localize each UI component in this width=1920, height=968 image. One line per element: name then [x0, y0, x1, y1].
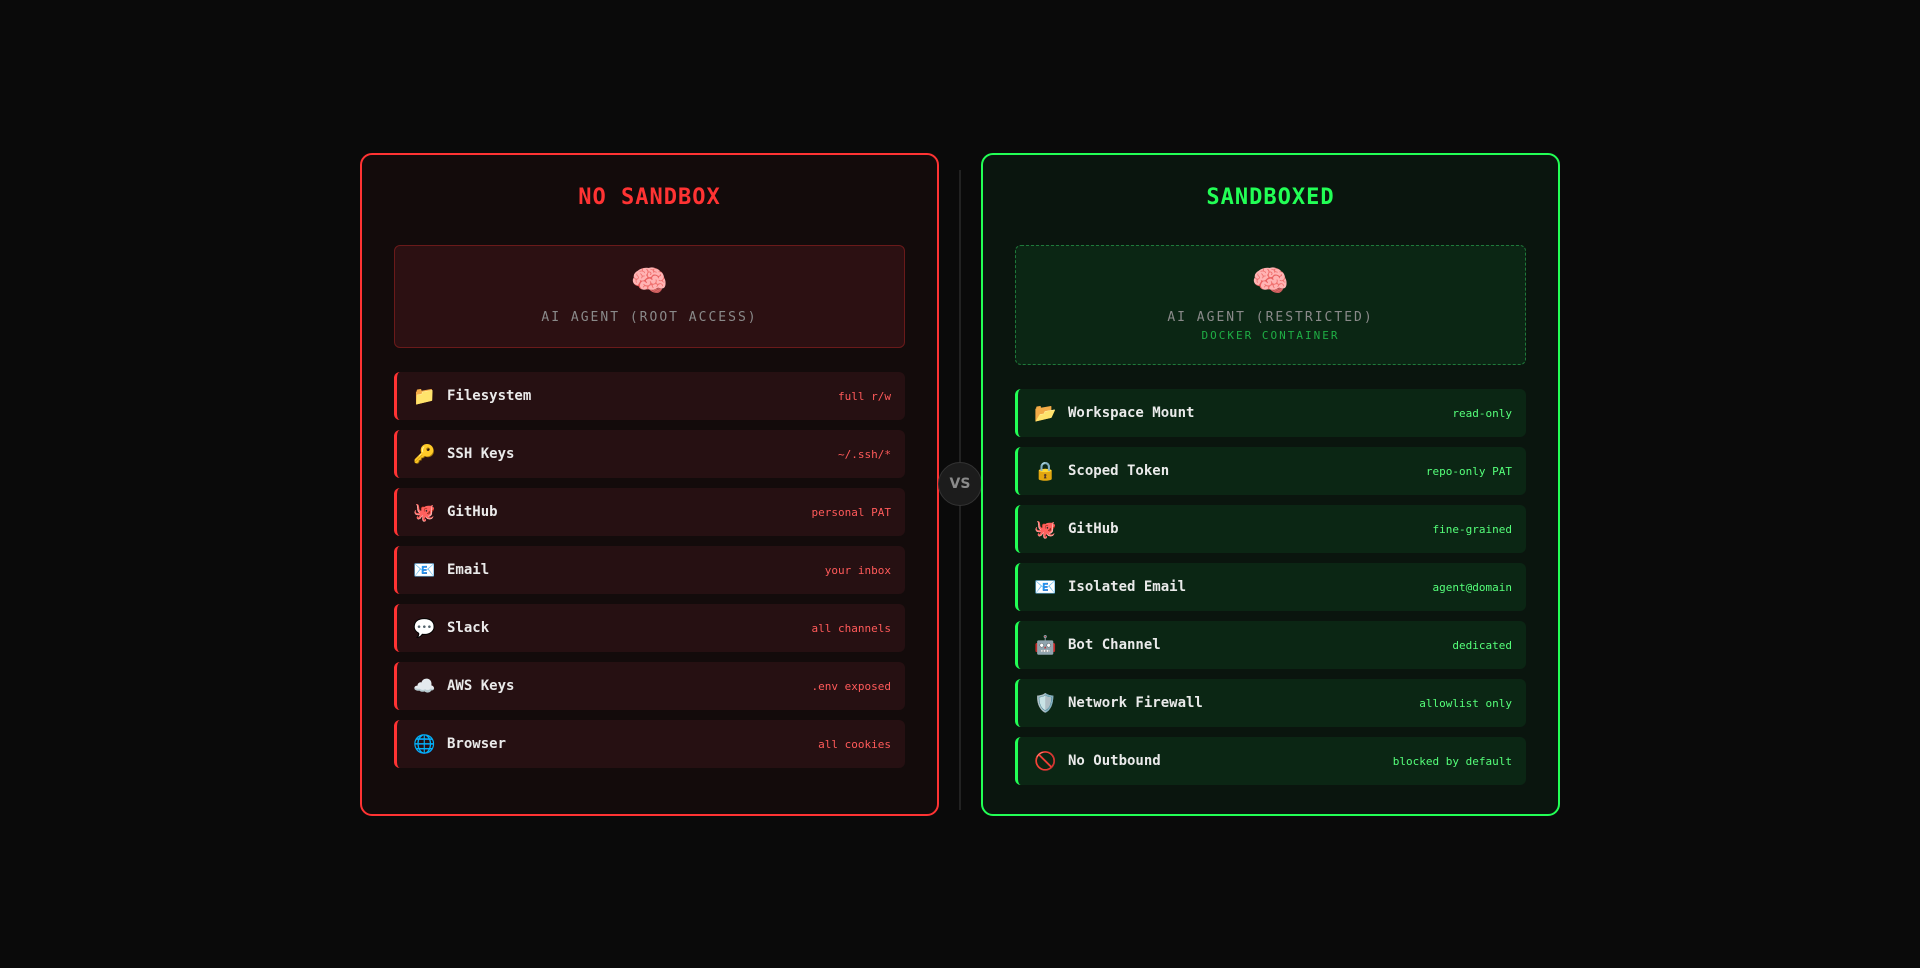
agent-box: 🧠 AI AGENT (RESTRICTED) DOCKER CONTAINER — [1015, 245, 1526, 365]
item-desc: personal PAT — [811, 505, 891, 519]
sandboxed-panel: SANDBOXED 🧠 AI AGENT (RESTRICTED) DOCKER… — [981, 153, 1560, 816]
item-label: Browser — [447, 736, 507, 752]
no-sandbox-panel: NO SANDBOX 🧠 AI AGENT (ROOT ACCESS) 📁 Fil… — [360, 153, 939, 816]
panel-title: SANDBOXED — [1206, 185, 1335, 210]
item-desc: dedicated — [1452, 638, 1512, 652]
item-icon: ☁️ — [413, 675, 436, 697]
item-icon: 🔑 — [413, 443, 436, 465]
panel-title: NO SANDBOX — [578, 185, 721, 210]
agent-sublabel: DOCKER CONTAINER — [1201, 329, 1340, 342]
item-icon: 🛡️ — [1034, 692, 1057, 714]
access-list: 📂 Workspace Mount read-only 🔒 Scoped Token re… — [1015, 389, 1526, 785]
item-icon: 🤖 — [1034, 634, 1057, 656]
item-icon: 🐙 — [1034, 518, 1057, 540]
item-icon: 🚫 — [1034, 750, 1057, 772]
agent-label: AI AGENT (RESTRICTED) — [1167, 310, 1374, 325]
list-item: 📧 Isolated Email agent@domain — [1015, 563, 1526, 611]
agent-box: 🧠 AI AGENT (ROOT ACCESS) — [394, 245, 905, 348]
list-item: 🔒 Scoped Token repo-only PAT — [1015, 447, 1526, 495]
item-label: AWS Keys — [447, 678, 515, 694]
item-icon: 📂 — [1034, 402, 1057, 424]
item-desc: fine-grained — [1432, 522, 1512, 536]
item-label: GitHub — [447, 504, 498, 520]
item-label: Scoped Token — [1068, 463, 1170, 479]
item-desc: full r/w — [838, 389, 891, 403]
item-label: Email — [447, 562, 490, 578]
vs-badge: VS — [938, 462, 982, 506]
item-label: SSH Keys — [447, 446, 515, 462]
list-item: 🐙 GitHub personal PAT — [394, 488, 905, 536]
item-desc: read-only — [1452, 406, 1512, 420]
item-icon: 🔒 — [1034, 460, 1057, 482]
item-desc: your inbox — [824, 563, 891, 577]
item-desc: ~/.ssh/* — [838, 447, 891, 461]
item-icon: 📁 — [413, 385, 436, 407]
item-label: GitHub — [1068, 521, 1119, 537]
item-icon: 💬 — [413, 617, 436, 639]
list-item: 🚫 No Outbound blocked by default — [1015, 737, 1526, 785]
item-desc: repo-only PAT — [1425, 464, 1512, 478]
item-icon: 📧 — [413, 559, 436, 581]
agent-label: AI AGENT (ROOT ACCESS) — [541, 310, 758, 325]
item-icon: 🐙 — [413, 501, 436, 523]
item-label: Isolated Email — [1068, 579, 1187, 595]
item-desc: blocked by default — [1392, 754, 1512, 768]
item-desc: .env exposed — [811, 679, 891, 693]
brain-icon: 🧠 — [630, 264, 669, 299]
item-icon: 📧 — [1034, 576, 1057, 598]
list-item: 🐙 GitHub fine-grained — [1015, 505, 1526, 553]
item-desc: allowlist only — [1419, 696, 1512, 710]
item-desc: all cookies — [818, 737, 891, 751]
brain-icon: 🧠 — [1251, 264, 1290, 299]
item-label: Bot Channel — [1068, 637, 1161, 653]
item-desc: all channels — [811, 621, 891, 635]
list-item: 📧 Email your inbox — [394, 546, 905, 594]
item-label: No Outbound — [1068, 753, 1161, 769]
item-label: Workspace Mount — [1068, 405, 1195, 421]
item-label: Network Firewall — [1068, 695, 1203, 711]
item-icon: 🌐 — [413, 733, 436, 755]
item-label: Slack — [447, 620, 490, 636]
list-item: ☁️ AWS Keys .env exposed — [394, 662, 905, 710]
list-item: 📁 Filesystem full r/w — [394, 372, 905, 420]
list-item: 🛡️ Network Firewall allowlist only — [1015, 679, 1526, 727]
item-label: Filesystem — [447, 388, 532, 404]
item-desc: agent@domain — [1432, 580, 1512, 594]
list-item: 🤖 Bot Channel dedicated — [1015, 621, 1526, 669]
list-item: 📂 Workspace Mount read-only — [1015, 389, 1526, 437]
list-item: 💬 Slack all channels — [394, 604, 905, 652]
list-item: 🔑 SSH Keys ~/.ssh/* — [394, 430, 905, 478]
access-list: 📁 Filesystem full r/w 🔑 SSH Keys ~/.ssh/* 🐙 Git… — [394, 372, 905, 768]
list-item: 🌐 Browser all cookies — [394, 720, 905, 768]
